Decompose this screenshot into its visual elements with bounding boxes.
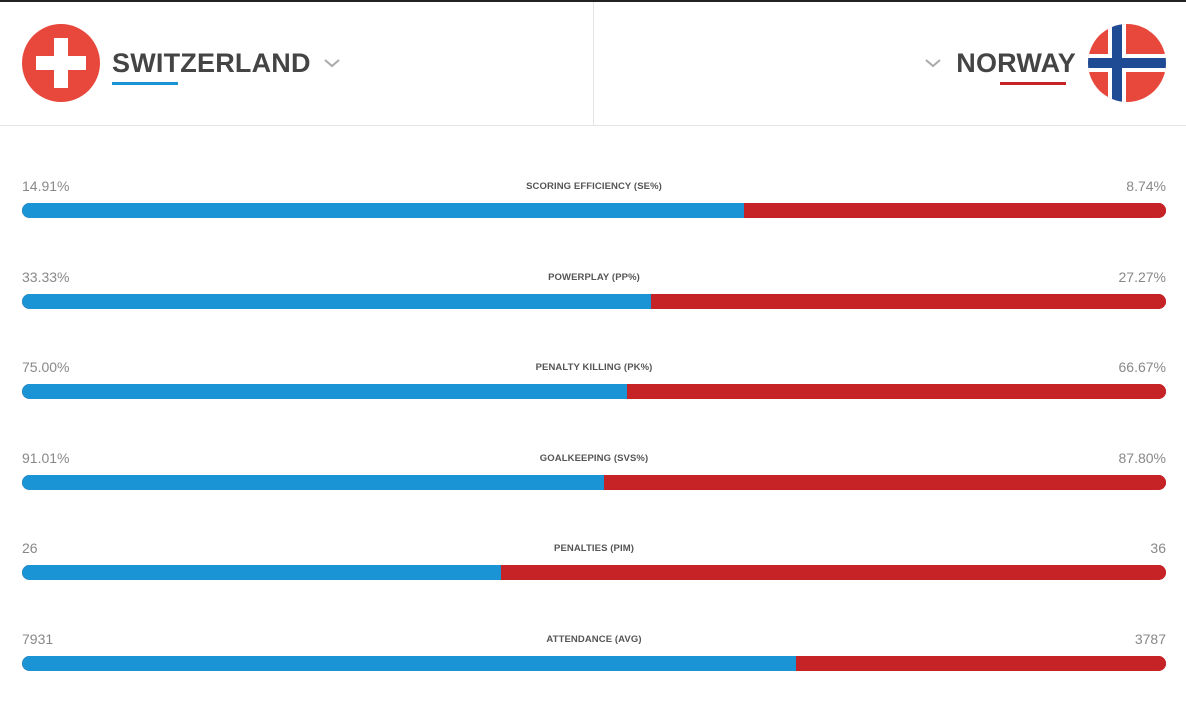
away-bar-segment — [744, 203, 1166, 218]
away-stat-value: 87.80% — [1119, 450, 1166, 466]
away-stat-value: 36 — [1150, 540, 1166, 556]
home-bar-segment — [22, 565, 501, 580]
stat-label: PENALTY KILLING (PK%) — [22, 362, 1166, 373]
norway-flag-icon — [1088, 24, 1166, 102]
comparison-bar — [22, 203, 1166, 218]
away-stat-value: 27.27% — [1119, 269, 1166, 285]
chevron-down-icon[interactable] — [924, 57, 942, 69]
comparison-bar — [22, 384, 1166, 399]
comparison-bar — [22, 656, 1166, 671]
header-divider — [593, 2, 594, 125]
comparison-bar — [22, 565, 1166, 580]
home-bar-segment — [22, 203, 744, 218]
stat-label: POWERPLAY (PP%) — [22, 272, 1166, 283]
stat-label: ATTENDANCE (AVG) — [22, 634, 1166, 645]
chevron-down-icon[interactable] — [323, 57, 341, 69]
stat-label: GOALKEEPING (SVS%) — [22, 453, 1166, 464]
stat-row-scoring-efficiency: 14.91% SCORING EFFICIENCY (SE%) 8.74% — [22, 170, 1166, 261]
home-bar-segment — [22, 384, 627, 399]
home-bar-segment — [22, 475, 604, 490]
away-stat-value: 3787 — [1135, 631, 1166, 647]
stat-row-powerplay: 33.33% POWERPLAY (PP%) 27.27% — [22, 261, 1166, 352]
away-bar-segment — [796, 656, 1166, 671]
away-bar-segment — [604, 475, 1166, 490]
away-stat-value: 8.74% — [1126, 178, 1166, 194]
stat-label: PENALTIES (PIM) — [22, 543, 1166, 554]
home-team-name: SWITZERLAND — [112, 48, 311, 78]
stat-row-penalties: 26 PENALTIES (PIM) 36 — [22, 532, 1166, 623]
home-team-selector[interactable]: SWITZERLAND — [22, 2, 341, 124]
stat-row-goalkeeping: 91.01% GOALKEEPING (SVS%) 87.80% — [22, 442, 1166, 533]
stat-label: SCORING EFFICIENCY (SE%) — [22, 181, 1166, 192]
away-bar-segment — [501, 565, 1166, 580]
away-bar-segment — [651, 294, 1166, 309]
home-team-underline — [112, 82, 178, 85]
switzerland-flag-icon — [22, 24, 100, 102]
comparison-bar — [22, 475, 1166, 490]
away-stat-value: 66.67% — [1119, 359, 1166, 375]
away-team-underline — [1000, 82, 1066, 85]
away-team-selector[interactable]: NORWAY — [924, 2, 1166, 124]
teams-header: SWITZERLAND NORWAY — [0, 2, 1186, 126]
stat-row-attendance: 7931 ATTENDANCE (AVG) 3787 — [22, 623, 1166, 713]
stats-comparison: 14.91% SCORING EFFICIENCY (SE%) 8.74% 33… — [22, 170, 1166, 713]
comparison-bar — [22, 294, 1166, 309]
home-bar-segment — [22, 656, 796, 671]
away-bar-segment — [627, 384, 1166, 399]
away-team-name: NORWAY — [956, 48, 1076, 78]
stat-row-penalty-killing: 75.00% PENALTY KILLING (PK%) 66.67% — [22, 351, 1166, 442]
home-bar-segment — [22, 294, 651, 309]
